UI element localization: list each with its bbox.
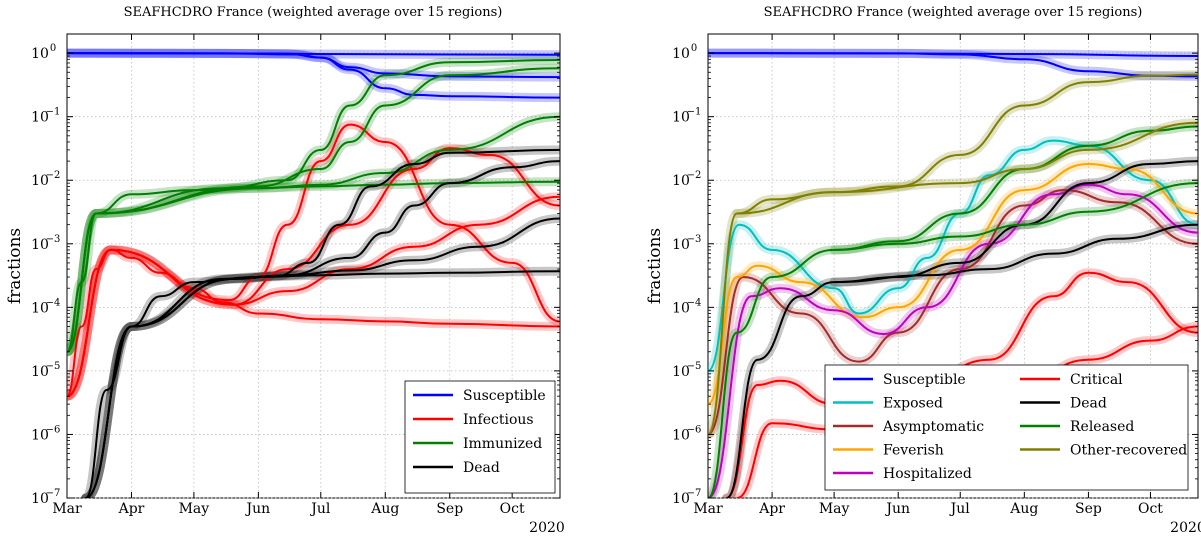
y-tick-label: 10: [672, 364, 690, 380]
y-tick-exponent: −3: [687, 234, 702, 245]
legend-label: Susceptible: [463, 388, 546, 404]
legend-label: Dead: [463, 460, 500, 476]
y-tick-label: 10: [672, 173, 690, 189]
chart-title: SEAFHCDRO France (weighted average over …: [764, 5, 1143, 20]
year-label: 2020: [529, 520, 565, 536]
series-line: [67, 115, 560, 353]
series-lines: [708, 52, 1198, 498]
y-tick-exponent: −7: [46, 488, 61, 499]
series-line: [85, 217, 560, 498]
series-line: [726, 160, 1198, 498]
y-tick-label: 10: [31, 173, 49, 189]
x-tick-label: Apr: [118, 501, 145, 517]
series-line: [67, 248, 560, 398]
x-tick-label: Jun: [884, 501, 910, 517]
x-tick-label: Jul: [949, 501, 971, 517]
y-axis-label: fractions: [645, 228, 665, 304]
x-tick-label: May: [179, 501, 210, 517]
y-tick-label: 10: [672, 46, 690, 62]
legend-label: Susceptible: [883, 372, 966, 388]
legend-label: Infectious: [463, 412, 534, 428]
y-tick-label: 10: [672, 427, 690, 443]
legend-label: Asymptomatic: [882, 419, 984, 435]
y-tick-label: 10: [31, 300, 49, 316]
plot-area-frame: [66, 33, 561, 499]
x-tick-label: Aug: [1009, 501, 1038, 517]
y-tick-exponent: −7: [687, 488, 702, 499]
legend-label: Feverish: [883, 443, 944, 459]
y-tick-label: 10: [672, 237, 690, 253]
right-chart: SEAFHCDRO France (weighted average over …: [645, 5, 1201, 536]
y-tick-exponent: 0: [50, 43, 56, 54]
x-tick-label: Oct: [1138, 501, 1163, 517]
y-tick-label: 10: [672, 491, 690, 507]
y-tick-label: 10: [672, 110, 690, 126]
y-tick-exponent: −3: [46, 234, 61, 245]
x-tick-label: Sep: [436, 501, 463, 517]
legend-label: Exposed: [883, 396, 943, 412]
series-line: [834, 223, 1198, 284]
series-band: [67, 192, 560, 401]
y-tick-exponent: −4: [46, 297, 61, 308]
y-tick-exponent: −5: [46, 361, 61, 372]
series-line: [67, 52, 560, 99]
series-line: [736, 121, 1198, 215]
legend-label: Dead: [1070, 396, 1107, 412]
y-tick-exponent: −6: [687, 424, 702, 435]
y-tick-exponent: −6: [46, 424, 61, 435]
x-tick-label: Mar: [52, 501, 82, 517]
series-line: [708, 189, 1198, 436]
y-tick-exponent: −2: [46, 170, 61, 181]
legend-label: Other-recovered: [1070, 443, 1187, 459]
y-tick-label: 10: [31, 491, 49, 507]
chart-title: SEAFHCDRO France (weighted average over …: [124, 5, 503, 20]
legend-label: Immunized: [463, 436, 542, 452]
year-label: 2020: [1170, 520, 1201, 536]
legend-label: Hospitalized: [883, 466, 972, 482]
x-tick-label: Oct: [500, 501, 525, 517]
x-tick-label: Sep: [1075, 501, 1102, 517]
x-tick-label: Jul: [309, 501, 331, 517]
y-axis-label: fractions: [5, 228, 25, 304]
series-line: [708, 163, 1198, 406]
x-tick-label: Mar: [693, 501, 723, 517]
left-chart: SEAFHCDRO France (weighted average over …: [5, 5, 565, 536]
y-tick-label: 10: [672, 300, 690, 316]
x-tick-label: May: [819, 501, 850, 517]
series-line: [708, 125, 1198, 498]
y-tick-label: 10: [31, 364, 49, 380]
x-tick-label: Aug: [370, 501, 399, 517]
y-tick-exponent: 0: [691, 43, 697, 54]
y-tick-exponent: −1: [687, 107, 702, 118]
legend: Susceptible Infectious Immunized Dead: [404, 380, 556, 494]
legend: Susceptible Exposed Asymptomatic Feverish Ho…: [824, 364, 1189, 491]
legend-label: Released: [1070, 419, 1134, 435]
y-tick-exponent: −4: [687, 297, 702, 308]
y-tick-label: 10: [31, 427, 49, 443]
y-tick-label: 10: [31, 110, 49, 126]
y-tick-exponent: −1: [46, 107, 61, 118]
legend-box: [404, 380, 556, 494]
legend-box: [824, 364, 1189, 491]
x-tick-label: Apr: [758, 501, 785, 517]
y-tick-label: 10: [31, 237, 49, 253]
x-tick-label: Jun: [245, 501, 271, 517]
y-tick-exponent: −2: [687, 170, 702, 181]
y-tick-label: 10: [31, 46, 49, 62]
series-line: [834, 182, 1198, 251]
series-lines: [67, 52, 560, 498]
series-line: [67, 195, 560, 398]
y-tick-exponent: −5: [687, 361, 702, 372]
legend-label: Critical: [1070, 372, 1123, 388]
